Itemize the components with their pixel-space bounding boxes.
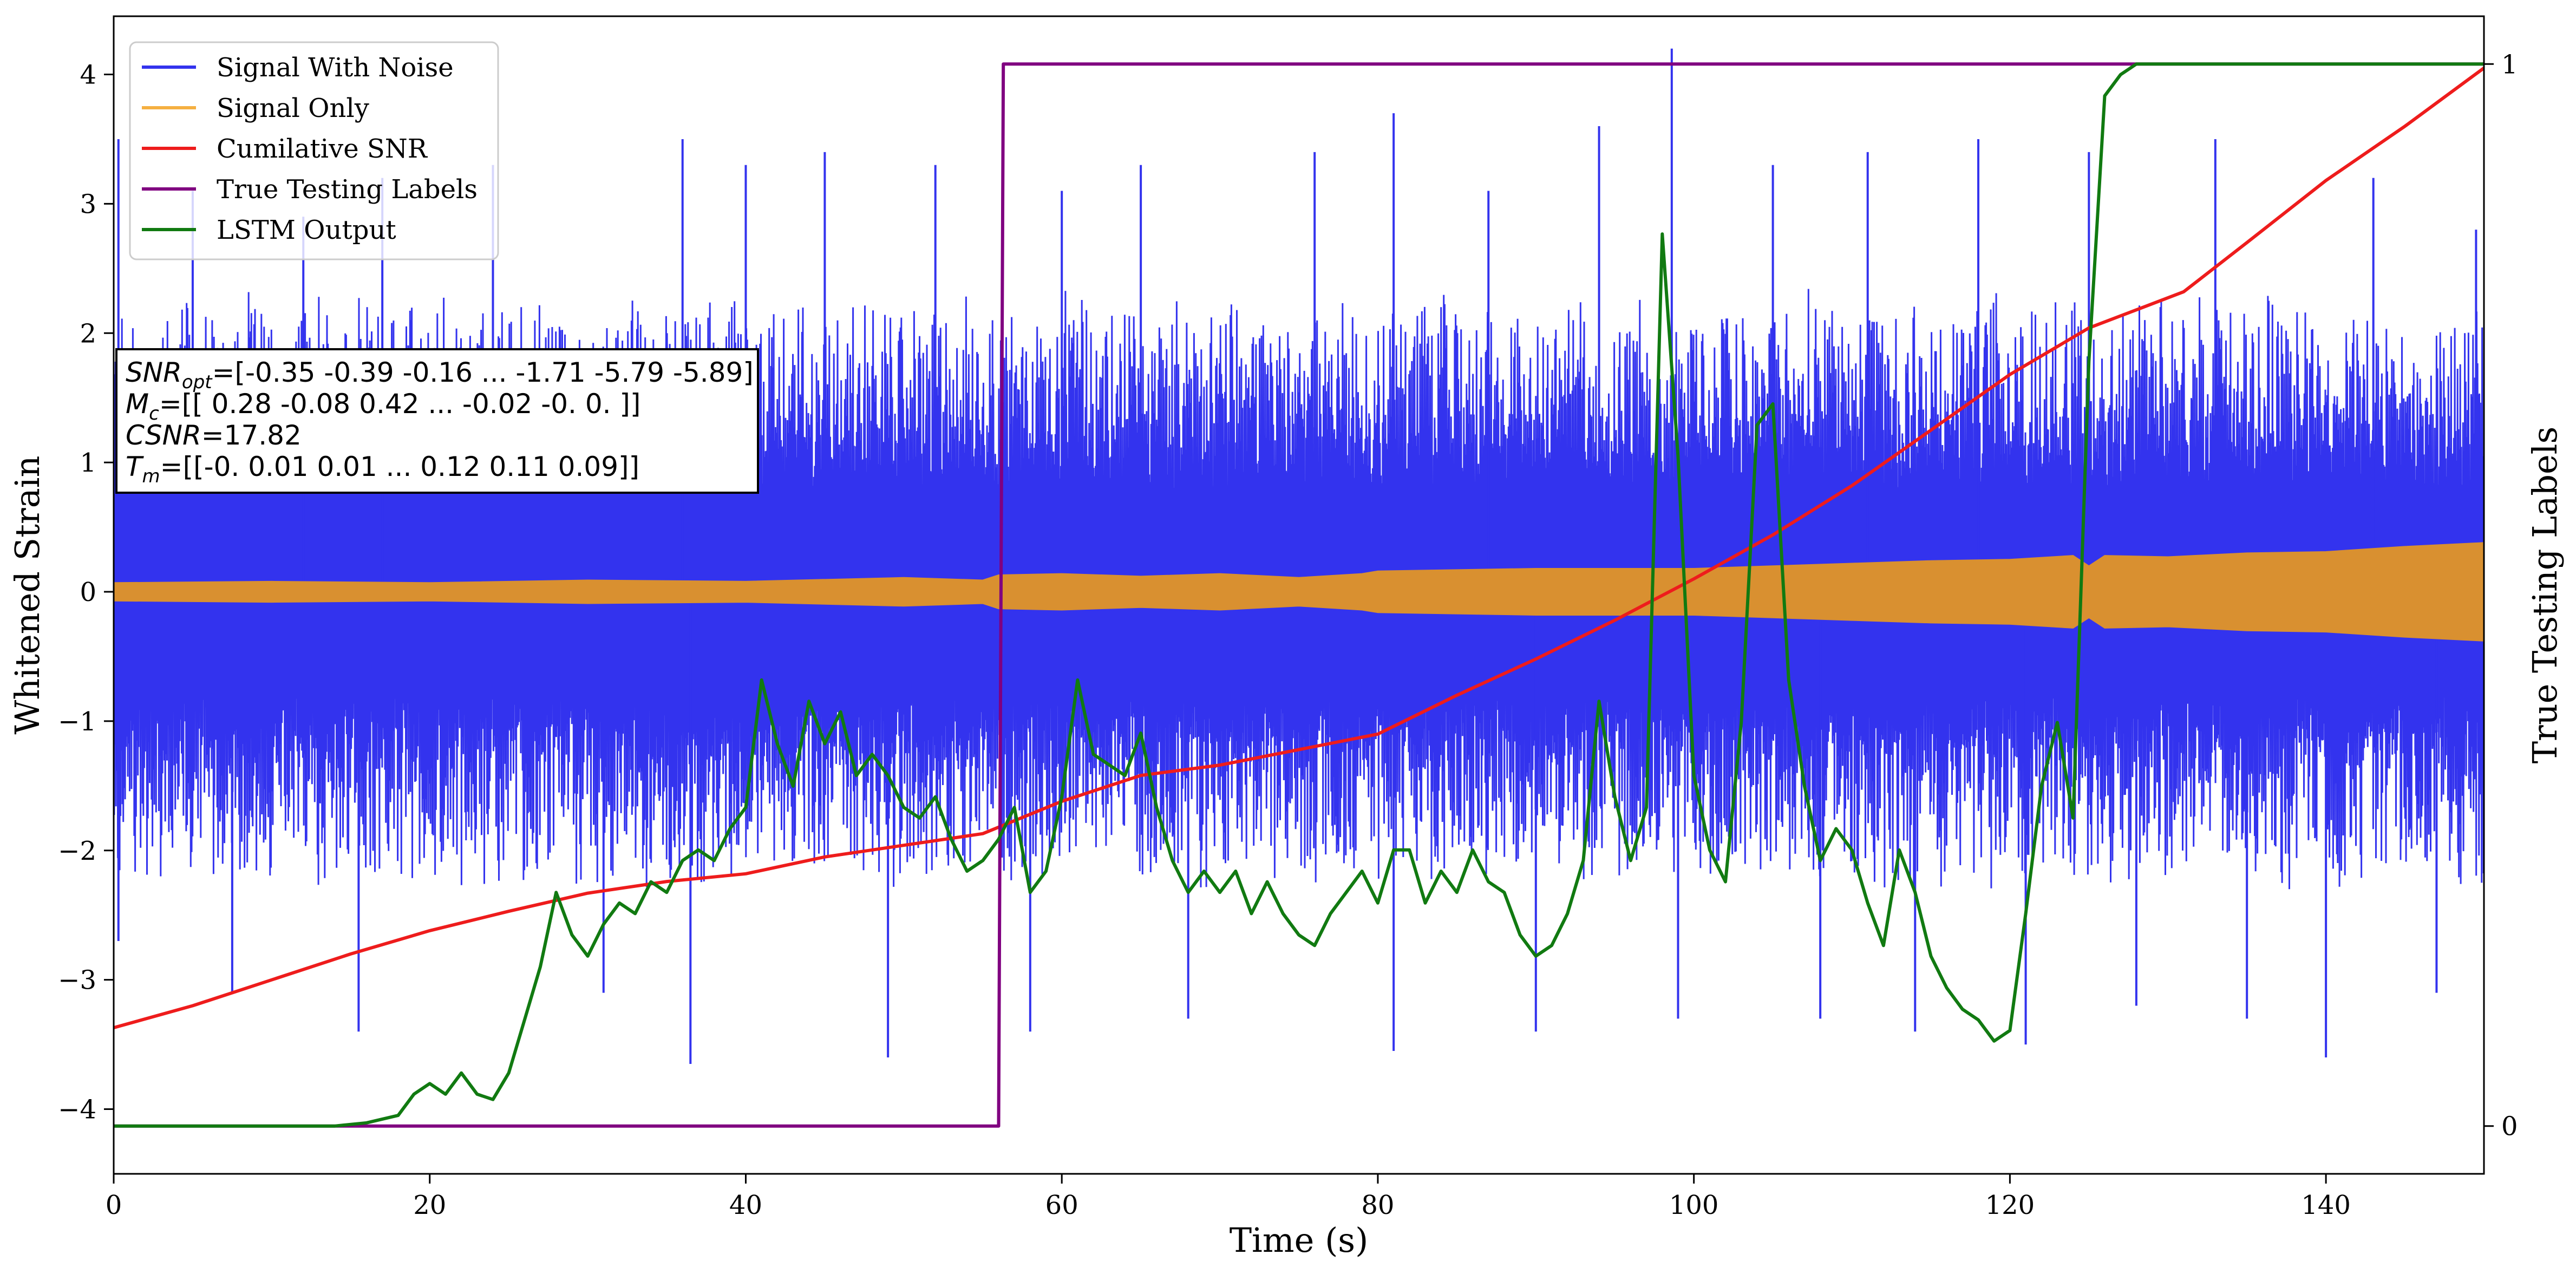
- legend-label: Signal With Noise: [217, 53, 454, 83]
- cumulative-snr-line: [114, 67, 2484, 1029]
- plot-area: [114, 48, 2484, 1128]
- y-tick-label: −4: [58, 1095, 96, 1125]
- y-axis-right: 01: [2484, 49, 2518, 1142]
- y-right-tick-label: 1: [2501, 49, 2518, 80]
- y-tick-label: 4: [80, 60, 96, 90]
- x-tick-label: 20: [413, 1190, 446, 1220]
- true-testing-labels-line: [114, 62, 2484, 1128]
- signal-only-series: [114, 542, 2484, 642]
- plot-frame: [113, 15, 2485, 1175]
- cumulative-snr-series: [114, 67, 2484, 1029]
- y-tick-label: 1: [80, 448, 96, 478]
- x-tick-label: 60: [1045, 1190, 1078, 1220]
- y-tick-label: −2: [58, 836, 96, 866]
- x-axis: 0 20 40 60 80 100 120 140: [106, 1174, 2351, 1220]
- y-axis: −4 −3 −2 −1 0 1 2 3 4: [58, 60, 114, 1125]
- y-right-tick-label: 0: [2501, 1112, 2518, 1142]
- x-tick-label: 0: [106, 1190, 122, 1220]
- annotation-csnr: CSNR=17.82: [126, 420, 302, 451]
- legend-frame: [129, 41, 499, 260]
- annotation-mc: Mc=[[ 0.28 -0.08 0.42 ... -0.02 -0. 0. ]…: [126, 388, 640, 424]
- legend-label: True Testing Labels: [217, 174, 478, 205]
- signal-envelope: [114, 542, 2484, 642]
- legend-label: Cumilative SNR: [217, 134, 428, 164]
- annotation-snr-opt: SNRopt=[-0.35 -0.39 -0.16 ... -1.71 -5.7…: [126, 357, 754, 393]
- y-tick-label: −3: [58, 965, 96, 996]
- x-tick-label: 100: [1669, 1190, 1719, 1220]
- y-tick-label: 2: [80, 318, 96, 349]
- x-axis-label: Time (s): [1230, 1220, 1369, 1260]
- annotation-tm: Tm=[[-0. 0.01 0.01 ... 0.12 0.11 0.09]]: [126, 451, 639, 487]
- legend: Signal With Noise Signal Only Cumilative S…: [129, 41, 499, 260]
- lstm-output-line: [114, 62, 2484, 1128]
- annotation-box: SNRopt=[-0.35 -0.39 -0.16 ... -1.71 -5.7…: [115, 348, 759, 494]
- lstm-output-series: [114, 62, 2484, 1128]
- y-axis-label: Whitened Strain: [8, 456, 47, 735]
- y-tick-label: 3: [80, 189, 96, 219]
- true-testing-labels-series: [114, 62, 2484, 1128]
- x-tick-label: 120: [1985, 1190, 2035, 1220]
- y-tick-label: −1: [58, 707, 96, 737]
- y-tick-label: 0: [80, 577, 96, 607]
- y-axis-right-label: True Testing Labels: [2525, 427, 2565, 764]
- legend-label: Signal Only: [217, 93, 369, 123]
- x-tick-label: 80: [1361, 1190, 1394, 1220]
- legend-label: LSTM Output: [217, 215, 396, 245]
- x-tick-label: 40: [729, 1190, 762, 1220]
- x-tick-label: 140: [2301, 1190, 2351, 1220]
